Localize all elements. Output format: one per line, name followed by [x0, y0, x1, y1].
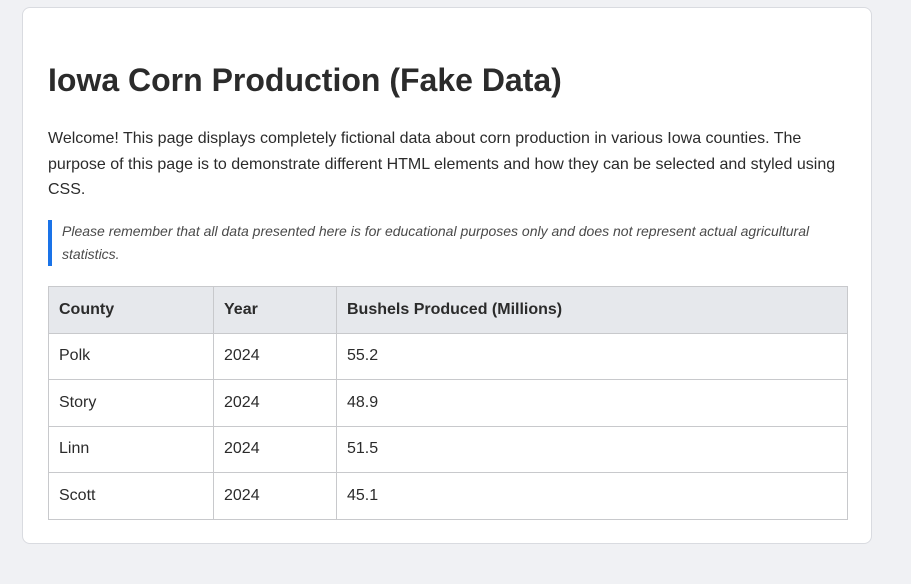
- table-header-row: County Year Bushels Produced (Millions): [48, 286, 848, 334]
- cell-year: 2024: [213, 425, 337, 473]
- cell-bushels: 55.2: [336, 332, 848, 380]
- table-row: Scott 2024 45.1: [48, 472, 848, 520]
- cell-bushels: 51.5: [336, 425, 848, 473]
- content-card: Iowa Corn Production (Fake Data) Welcome…: [22, 7, 872, 544]
- table-row: Polk 2024 55.2: [48, 332, 848, 380]
- cell-county: Story: [48, 379, 214, 427]
- cell-county: Linn: [48, 425, 214, 473]
- header-bushels: Bushels Produced (Millions): [336, 286, 848, 334]
- cell-bushels: 48.9: [336, 379, 848, 427]
- cell-county: Scott: [48, 472, 214, 520]
- cell-year: 2024: [213, 332, 337, 380]
- cell-county: Polk: [48, 332, 214, 380]
- cell-year: 2024: [213, 379, 337, 427]
- header-year: Year: [213, 286, 337, 334]
- table-row: Story 2024 48.9: [48, 379, 848, 427]
- corn-production-table: County Year Bushels Produced (Millions) …: [48, 286, 848, 520]
- disclaimer-note: Please remember that all data presented …: [48, 220, 848, 266]
- cell-year: 2024: [213, 472, 337, 520]
- header-county: County: [48, 286, 214, 334]
- intro-paragraph: Welcome! This page displays completely f…: [48, 130, 836, 198]
- page-title: Iowa Corn Production (Fake Data): [48, 62, 562, 98]
- cell-bushels: 45.1: [336, 472, 848, 520]
- table-row: Linn 2024 51.5: [48, 425, 848, 473]
